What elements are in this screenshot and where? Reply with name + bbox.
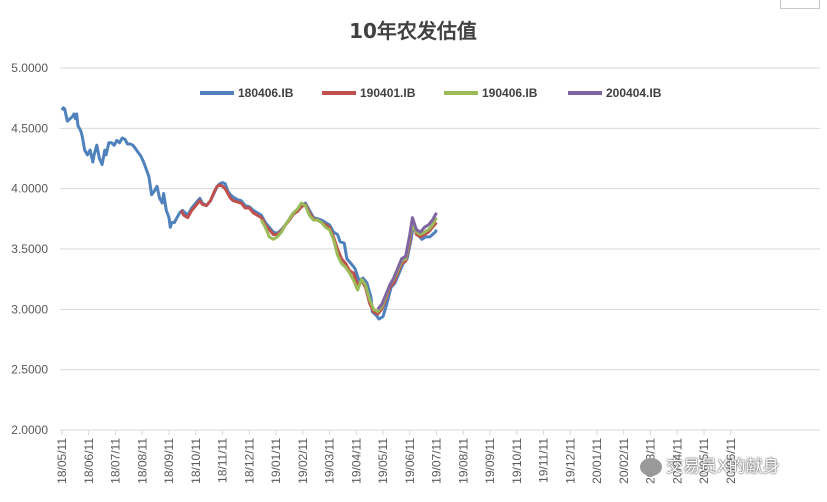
legend: 180406.IB 190401.IB 190406.IB 200404.IB [200, 86, 662, 100]
watermark-text: 交易员X的献身 [666, 457, 780, 477]
corner-box [780, 0, 820, 9]
legend-label: 180406.IB [238, 86, 294, 100]
x-tick-label: 19/03/11 [323, 438, 337, 484]
x-tick-label: 19/05/11 [376, 438, 390, 484]
x-tick-label: 20/04/11 [670, 438, 684, 484]
x-tick-label: 18/05/11 [55, 438, 69, 484]
x-tick-label: 20/01/11 [590, 438, 604, 484]
y-tick-label: 2.5000 [11, 363, 48, 377]
x-axis: 18/05/11 18/06/11 18/07/11 18/08/11 18/09/11… [55, 430, 738, 484]
x-tick-label: 18/07/11 [109, 438, 123, 484]
x-tick-label: 18/12/11 [242, 438, 256, 484]
x-tick-label: 19/04/11 [349, 438, 363, 484]
x-tick-label: 18/06/11 [82, 438, 96, 484]
x-tick-label: 20/02/11 [617, 438, 631, 484]
y-tick-label: 4.5000 [11, 121, 48, 135]
x-tick-label: 18/11/11 [216, 438, 230, 483]
y-tick-label: 3.0000 [11, 302, 48, 316]
x-tick-label: 18/08/11 [135, 438, 149, 484]
legend-label: 190406.IB [482, 86, 538, 100]
legend-label: 200404.IB [606, 86, 662, 100]
series-line-200404.IB [376, 212, 438, 311]
y-tick-label: 3.5000 [11, 242, 48, 256]
x-tick-label: 19/09/11 [483, 438, 497, 484]
watermark: 交易员X的献身 [640, 452, 780, 477]
y-tick-label: 2.0000 [11, 423, 48, 437]
x-tick-label: 18/10/11 [189, 438, 203, 484]
y-axis: 5.0000 4.5000 4.0000 3.5000 3.0000 2.5000 2.00… [11, 61, 48, 437]
x-tick-label: 19/07/11 [430, 438, 444, 484]
gridlines [60, 67, 820, 431]
x-tick-label: 18/09/11 [162, 438, 176, 484]
series-lines [60, 106, 438, 321]
y-tick-label: 4.0000 [11, 182, 48, 196]
x-tick-label: 19/02/11 [296, 438, 310, 484]
legend-label: 190401.IB [360, 86, 416, 100]
x-tick-label: 20/05/11 [697, 438, 711, 484]
chart-title: 10年农发估值 [349, 19, 477, 43]
x-tick-label: 19/11/11 [537, 438, 551, 483]
series-line-180406.IB [60, 106, 438, 321]
x-tick-label: 19/06/11 [403, 438, 417, 484]
x-tick-label: 20/06/11 [724, 438, 738, 484]
y-tick-label: 5.0000 [11, 61, 48, 75]
x-tick-label: 19/08/11 [456, 438, 470, 484]
x-tick-label: 19/01/11 [269, 438, 283, 484]
series-line-190406.IB [259, 201, 438, 314]
wechat-icon [640, 458, 662, 476]
x-tick-label: 19/12/11 [563, 438, 577, 484]
series-line-190401.IB [179, 183, 438, 316]
x-tick-label: 19/10/11 [510, 438, 524, 484]
